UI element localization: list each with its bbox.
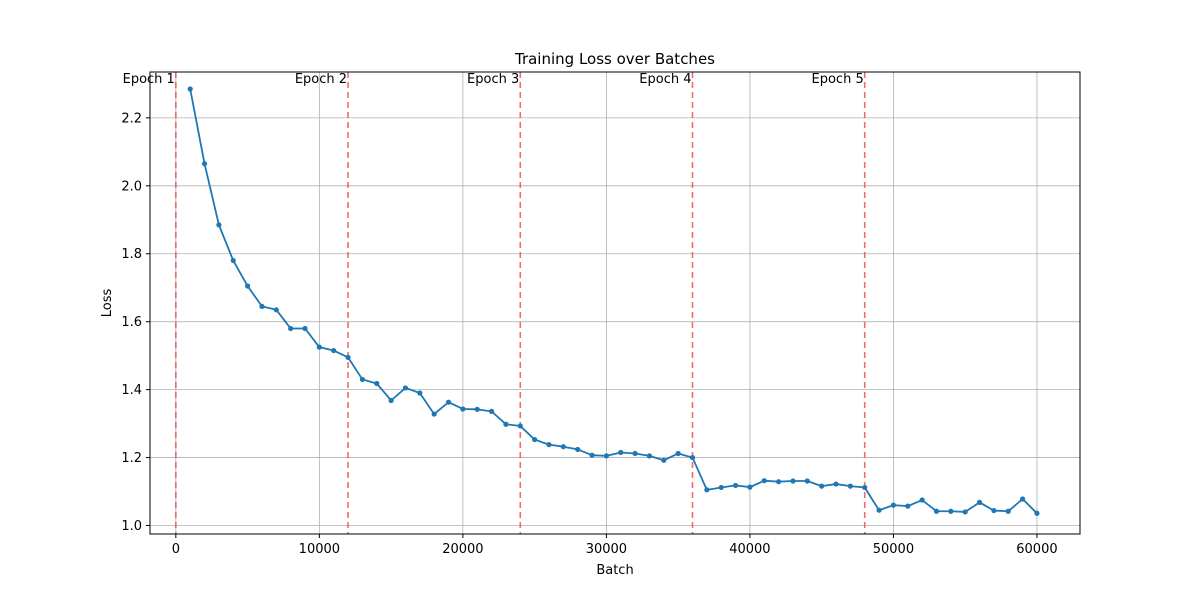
- loss-point: [776, 479, 782, 485]
- grid: [150, 72, 1080, 534]
- epoch-label: Epoch 1: [123, 72, 175, 87]
- loss-point: [890, 502, 897, 508]
- loss-point: [445, 399, 452, 405]
- loss-point: [474, 406, 480, 412]
- x-axis-label: Batch: [596, 563, 633, 578]
- loss-point: [661, 457, 667, 463]
- loss-point: [402, 385, 409, 391]
- loss-point: [244, 283, 251, 289]
- loss-point: [1034, 510, 1040, 516]
- loss-point: [761, 478, 767, 484]
- loss-point: [488, 408, 495, 414]
- loss-point: [589, 452, 595, 458]
- loss-point: [302, 325, 308, 332]
- loss-point: [388, 397, 394, 404]
- loss-point: [632, 450, 638, 457]
- loss-point: [862, 484, 868, 491]
- loss-point: [933, 508, 940, 514]
- loss-point: [546, 442, 552, 448]
- loss-point: [976, 499, 983, 506]
- loss-point: [575, 446, 581, 453]
- y-tick-label: 1.8: [121, 247, 142, 262]
- x-tick-label: 30000: [586, 542, 627, 557]
- y-tick-label: 2.0: [121, 179, 142, 194]
- x-tick-label: 50000: [873, 542, 914, 557]
- loss-point: [905, 503, 911, 509]
- y-tick-label: 1.0: [121, 519, 142, 534]
- loss-point: [948, 508, 954, 514]
- loss-point: [259, 303, 265, 309]
- loss-point: [273, 307, 279, 313]
- x-tick-label: 20000: [442, 542, 483, 557]
- y-tick-label: 1.4: [121, 383, 142, 398]
- loss-series: [187, 86, 1040, 516]
- loss-point: [288, 325, 294, 332]
- x-tick-label: 0: [172, 542, 180, 557]
- epoch-labels: Epoch 1 Epoch 2 Epoch 3 Epoch 4 Epoch 5: [123, 72, 864, 87]
- loss-point: [603, 453, 609, 459]
- plot-frame: [149, 71, 1081, 535]
- loss-point: [316, 344, 322, 350]
- x-tick-label: 10000: [299, 542, 340, 557]
- loss-point: [689, 454, 696, 461]
- loss-point: [833, 481, 839, 487]
- y-axis-label: Loss: [100, 289, 115, 318]
- loss-point: [431, 411, 437, 417]
- loss-point: [646, 453, 653, 459]
- loss-point: [618, 449, 624, 456]
- loss-point: [718, 484, 724, 491]
- loss-point: [675, 450, 681, 457]
- loss-point: [460, 406, 466, 412]
- loss-point: [201, 161, 208, 167]
- loss-point: [345, 354, 351, 360]
- chart-title: Training Loss over Batches: [514, 50, 715, 68]
- loss-point: [1019, 496, 1026, 502]
- loss-point: [359, 376, 366, 383]
- epoch-label: Epoch 5: [812, 72, 864, 87]
- loss-point: [919, 497, 925, 503]
- loss-point: [532, 436, 538, 443]
- loss-point: [804, 478, 810, 484]
- y-tick-label: 1.6: [121, 315, 142, 330]
- loss-point: [187, 86, 193, 92]
- y-tick-label: 1.2: [121, 451, 142, 466]
- y-tick-label: 2.2: [121, 111, 142, 126]
- epoch-label: Epoch 2: [295, 72, 347, 87]
- loss-point: [704, 487, 710, 493]
- epoch-label: Epoch 3: [467, 72, 519, 87]
- loss-point: [1005, 508, 1011, 514]
- x-tick-label: 40000: [729, 542, 770, 557]
- axis-ticks: 0 10000 20000 30000 40000 50000 60000 1.0 1.2 1.4…: [121, 111, 1057, 557]
- loss-point: [517, 423, 523, 429]
- loss-point: [819, 483, 825, 489]
- epoch-label: Epoch 4: [639, 72, 691, 87]
- loss-point: [790, 478, 796, 484]
- loss-point: [747, 484, 753, 490]
- loss-point: [847, 483, 853, 489]
- loss-point: [962, 509, 968, 515]
- loss-point: [216, 222, 222, 228]
- loss-point: [991, 507, 997, 514]
- loss-point: [417, 390, 423, 396]
- loss-point: [331, 347, 337, 354]
- x-tick-label: 60000: [1016, 542, 1057, 557]
- loss-point: [876, 507, 882, 513]
- loss-point: [732, 482, 739, 489]
- loss-point: [560, 444, 566, 450]
- loss-point: [374, 380, 380, 387]
- loss-point: [230, 257, 236, 264]
- loss-point: [503, 421, 509, 427]
